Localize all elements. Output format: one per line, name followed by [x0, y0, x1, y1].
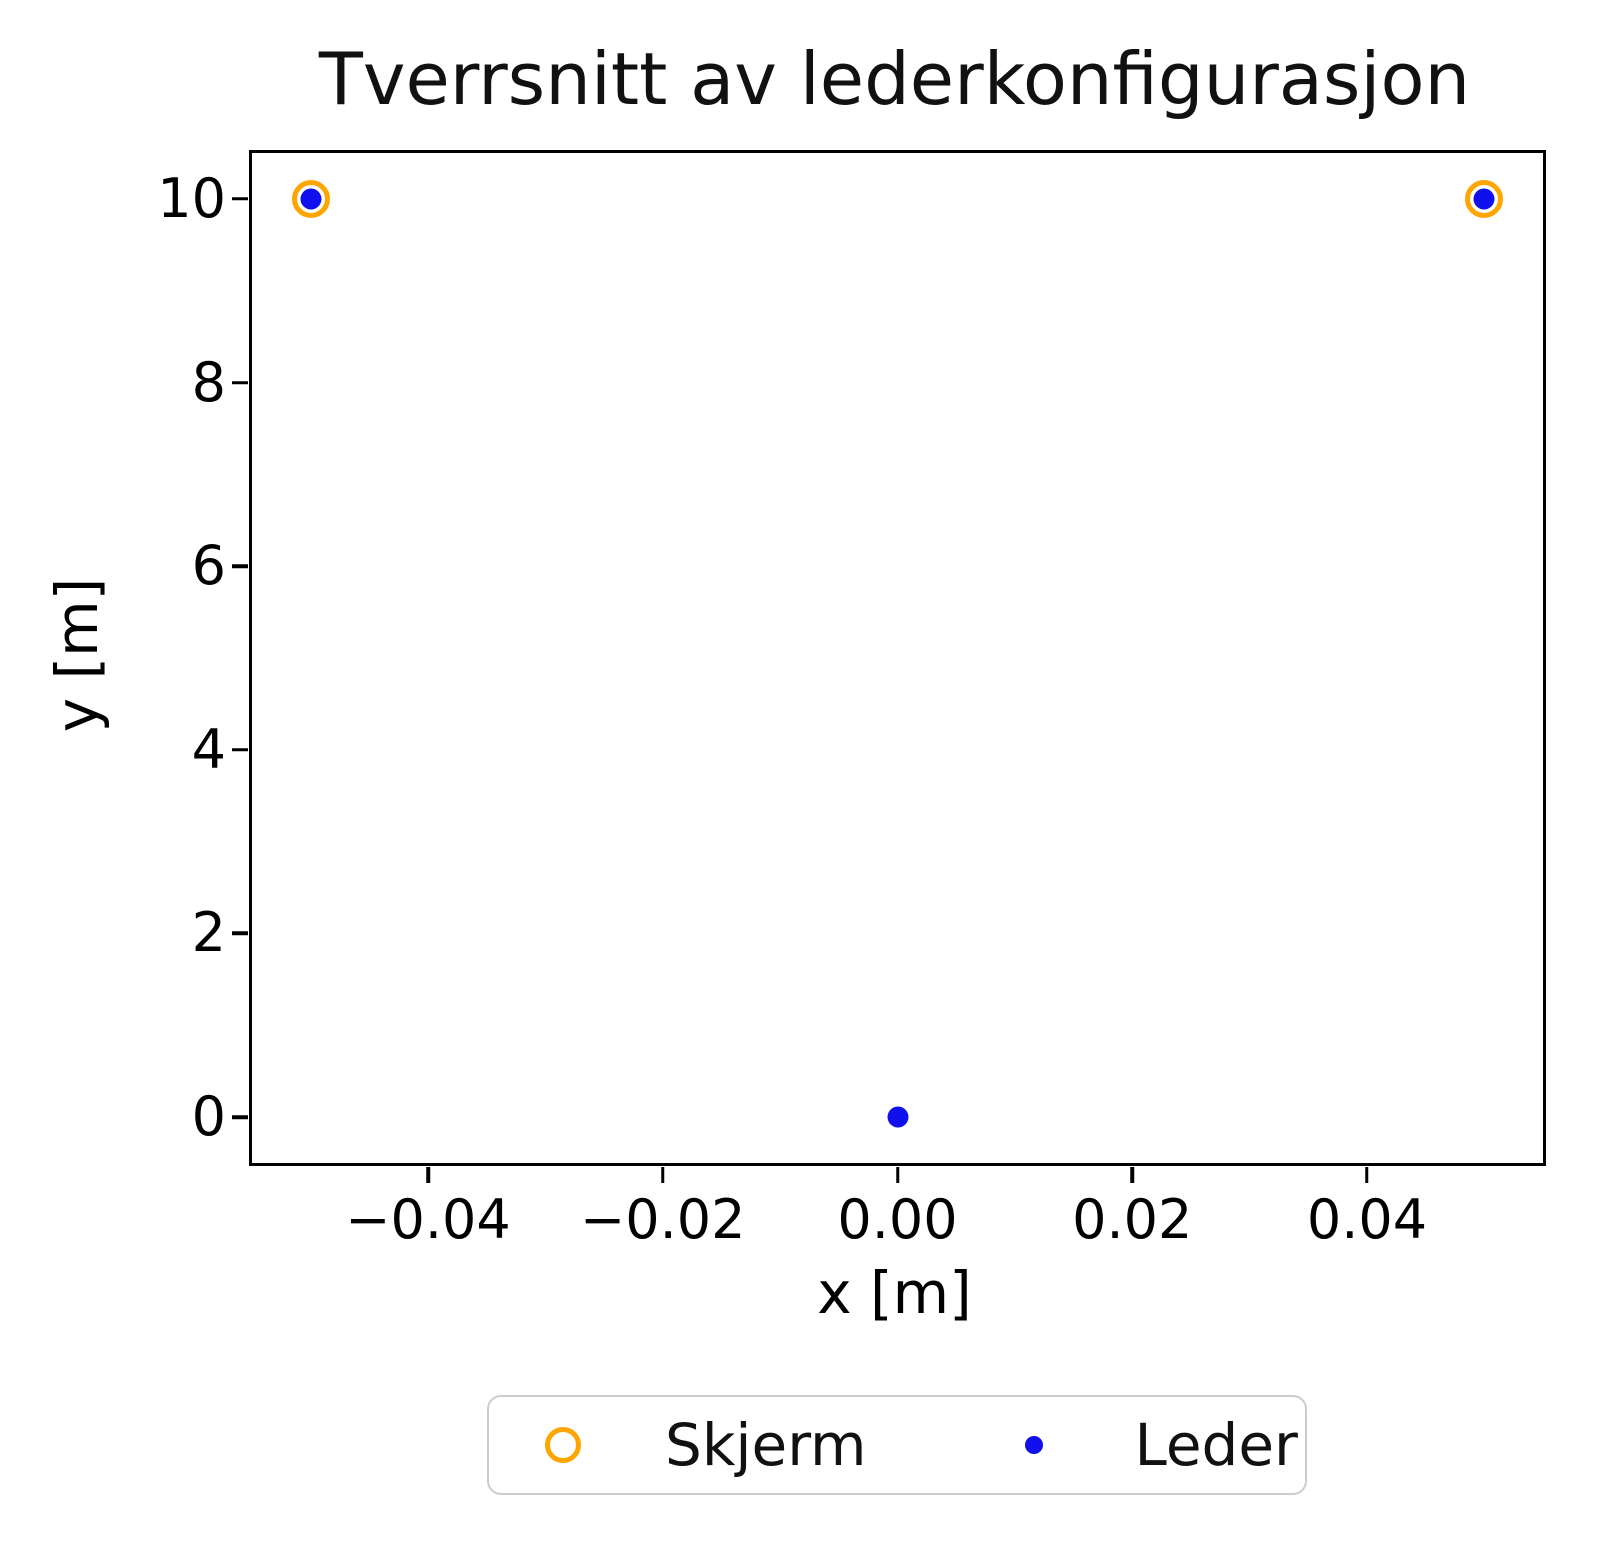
legend-label-leder: Leder [1134, 1411, 1298, 1479]
x-axis-tick-label: −0.04 [345, 1188, 511, 1251]
x-axis-tick-label: 0.02 [1072, 1188, 1193, 1251]
legend-item-leder: Leder [1024, 1411, 1298, 1479]
legend: Skjerm Leder [487, 1395, 1307, 1495]
y-axis-tick [232, 197, 248, 201]
x-axis-tick [661, 1167, 665, 1183]
x-axis-tick-label: 0.04 [1306, 1188, 1428, 1251]
y-axis-tick-label: 0 [191, 1085, 226, 1149]
skjerm-open-circle-marker-icon [545, 1427, 581, 1463]
y-axis-label: y [m] [43, 577, 112, 733]
data-point-skjerm [1465, 179, 1504, 218]
y-axis-tick-label: 6 [191, 534, 226, 598]
plot-area: −0.04 −0.02 0.00 0.02 0.04 0 2 4 6 8 10 [157, 150, 1546, 1247]
y-axis-tick [232, 748, 248, 752]
x-axis-tick [1130, 1167, 1134, 1183]
legend-item-skjerm: Skjerm [545, 1416, 867, 1474]
y-axis-tick-label: 2 [191, 901, 226, 965]
x-axis-tick-label: −0.02 [580, 1188, 746, 1251]
chart-title: Tverrsnitt av lederkonfigurasjon [318, 37, 1471, 121]
x-axis-label: x [m] [817, 1259, 972, 1327]
y-axis-tick [232, 564, 248, 568]
y-axis-tick [232, 1115, 248, 1119]
y-axis-tick [232, 380, 248, 385]
x-axis-tick [895, 1167, 900, 1183]
y-axis-tick-label: 4 [191, 717, 226, 781]
data-point-leder [300, 188, 322, 210]
data-point-leder [887, 1106, 908, 1128]
y-axis-tick-label: 10 [157, 166, 226, 230]
leder-dot-marker-icon [1024, 1436, 1043, 1454]
x-axis-tick-label: 0.00 [837, 1188, 958, 1251]
data-point-leder [1473, 188, 1495, 210]
y-axis-tick-label: 8 [191, 350, 226, 414]
x-axis-tick [1365, 1167, 1369, 1183]
data-point-skjerm [291, 179, 330, 218]
x-axis-tick [426, 1167, 430, 1183]
y-axis-tick [232, 931, 248, 936]
legend-label-skjerm: Skjerm [665, 1411, 867, 1479]
